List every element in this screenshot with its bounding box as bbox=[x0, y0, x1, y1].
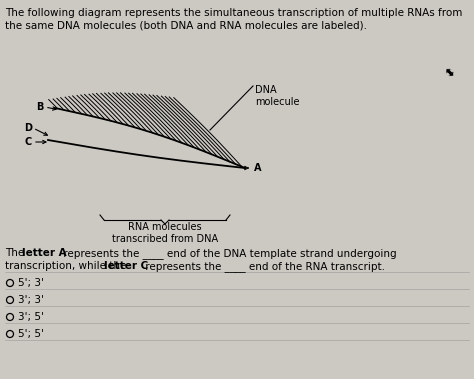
Text: transcription, while the: transcription, while the bbox=[5, 261, 129, 271]
Text: represents the ____ end of the RNA transcript.: represents the ____ end of the RNA trans… bbox=[142, 261, 385, 272]
Text: B: B bbox=[36, 102, 44, 112]
Text: letter A: letter A bbox=[22, 248, 67, 258]
Text: C: C bbox=[25, 137, 32, 147]
Text: represents the ____ end of the DNA template strand undergoing: represents the ____ end of the DNA templ… bbox=[60, 248, 397, 259]
Text: 3'; 3': 3'; 3' bbox=[18, 295, 44, 305]
Text: The following diagram represents the simultaneous transcription of multiple RNAs: The following diagram represents the sim… bbox=[5, 8, 462, 18]
Text: The: The bbox=[5, 248, 27, 258]
Text: RNA molecules
transcribed from DNA: RNA molecules transcribed from DNA bbox=[112, 222, 218, 244]
Text: 5'; 5': 5'; 5' bbox=[18, 329, 44, 339]
Text: the same DNA molecules (both DNA and RNA molecules are labeled).: the same DNA molecules (both DNA and RNA… bbox=[5, 20, 367, 30]
Text: A: A bbox=[254, 163, 262, 173]
Text: D: D bbox=[24, 123, 32, 133]
Text: letter C: letter C bbox=[104, 261, 148, 271]
Text: 5'; 3': 5'; 3' bbox=[18, 278, 44, 288]
Text: DNA
molecule: DNA molecule bbox=[255, 85, 300, 106]
Text: 3'; 5': 3'; 5' bbox=[18, 312, 44, 322]
Text: ⬌: ⬌ bbox=[440, 65, 456, 81]
